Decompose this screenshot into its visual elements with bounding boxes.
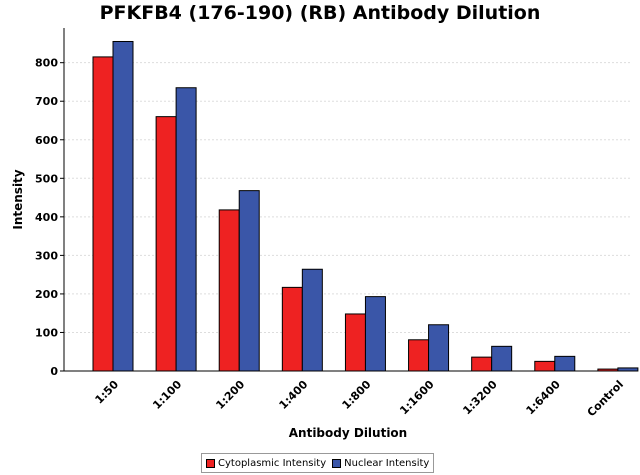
legend: Cytoplasmic Intensity Nuclear Intensity [201, 453, 435, 473]
x-tick-label: 1:800 [340, 378, 374, 412]
y-tick-label: 100 [35, 326, 58, 339]
legend-label-nuclear: Nuclear Intensity [344, 457, 430, 469]
y-tick-label: 500 [35, 172, 58, 185]
bar-nuclear [175, 87, 197, 372]
bar-cytoplasmic [218, 209, 240, 372]
bar-cytoplasmic [92, 56, 114, 372]
bar-nuclear [491, 345, 513, 372]
bar-cytoplasmic [534, 360, 556, 372]
legend-item-nuclear: Nuclear Intensity [332, 458, 429, 469]
x-tick-label: 1:50 [93, 378, 122, 407]
legend-label-cytoplasmic: Cytoplasmic Intensity [218, 457, 327, 469]
chart-title: PFKFB4 (176-190) (RB) Antibody Dilution [99, 2, 541, 24]
bar-cytoplasmic [344, 313, 366, 372]
y-axis-label: Intensity [11, 169, 25, 229]
bar-nuclear [428, 324, 450, 372]
bar-cytoplasmic [408, 339, 430, 372]
y-tick-label: 0 [50, 365, 58, 378]
y-tick-label: 400 [35, 211, 58, 224]
bar-nuclear [364, 296, 386, 372]
y-tick-label: 200 [35, 288, 58, 301]
x-tick-label: 1:1600 [397, 378, 437, 418]
bar-nuclear [301, 268, 323, 372]
legend-swatch-cytoplasmic [206, 458, 215, 468]
x-tick-label: 1:6400 [524, 378, 564, 418]
bar-nuclear [238, 190, 260, 372]
bar-nuclear [554, 355, 576, 372]
x-tick-label: 1:200 [213, 378, 247, 412]
bar-cytoplasmic [155, 116, 177, 372]
bar-cytoplasmic [281, 286, 303, 372]
y-tick-label: 700 [35, 95, 58, 108]
x-tick-label: 1:100 [150, 378, 184, 412]
y-tick-label: 800 [35, 57, 58, 70]
y-tick-label: 600 [35, 134, 58, 147]
legend-swatch-nuclear [332, 458, 342, 468]
bar-nuclear [112, 40, 134, 372]
x-axis-label: Antibody Dilution [289, 426, 407, 440]
y-tick-label: 300 [35, 249, 58, 262]
x-tick-label: Control [585, 378, 626, 419]
bar-cytoplasmic [471, 356, 493, 372]
x-tick-label: 1:3200 [460, 378, 500, 418]
legend-item-cytoplasmic: Cytoplasmic Intensity [206, 458, 326, 469]
x-tick-label: 1:400 [277, 378, 311, 412]
